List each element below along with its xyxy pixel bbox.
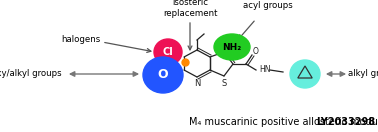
Ellipse shape (290, 60, 320, 88)
Text: S: S (222, 79, 227, 88)
Text: alkyl groups: alkyl groups (348, 70, 378, 79)
Text: halogens: halogens (61, 36, 100, 44)
Text: isosteric
replacement: isosteric replacement (163, 0, 217, 18)
Text: N: N (194, 79, 200, 88)
Text: M₄ muscarinic positive allosteric modulator,: M₄ muscarinic positive allosteric modula… (189, 117, 378, 127)
Text: NH₂: NH₂ (222, 43, 242, 51)
Text: O: O (158, 69, 168, 81)
Ellipse shape (154, 39, 182, 65)
Text: acyl groups: acyl groups (243, 1, 293, 11)
Text: O: O (253, 48, 259, 56)
Text: alkoxy/alkyl groups: alkoxy/alkyl groups (0, 70, 62, 79)
Ellipse shape (214, 34, 250, 60)
Text: LY2033298: LY2033298 (316, 117, 375, 127)
Ellipse shape (143, 57, 183, 93)
Text: Cl: Cl (163, 47, 174, 57)
Text: HN: HN (259, 65, 271, 74)
